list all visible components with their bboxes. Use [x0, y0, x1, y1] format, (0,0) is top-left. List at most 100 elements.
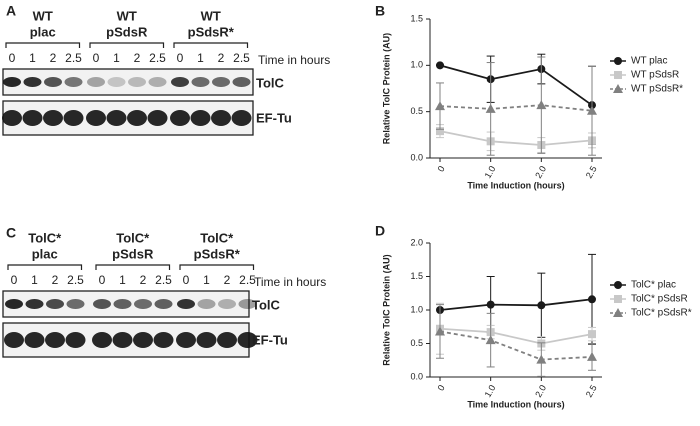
y-tick-label: 0.5	[410, 338, 423, 348]
band	[133, 332, 153, 348]
lane-label: 2	[50, 51, 57, 65]
lane-label: 1	[197, 51, 204, 65]
lane-label: 2.5	[239, 273, 256, 287]
marker	[486, 300, 495, 309]
band	[23, 77, 42, 87]
band	[147, 110, 168, 126]
band	[2, 110, 22, 126]
marker	[588, 330, 596, 339]
marker	[614, 57, 622, 65]
marker	[614, 295, 622, 303]
lane-label: 0	[183, 273, 190, 287]
row-label: EF-Tu	[252, 332, 288, 347]
x-tick-label: 2.5	[584, 383, 599, 399]
group-title: TolC*	[116, 230, 150, 245]
band	[153, 332, 174, 348]
lane-label: 1	[113, 51, 120, 65]
legend-label: WT pSdsR	[631, 70, 679, 81]
band	[196, 332, 217, 348]
y-tick-label: 0.0	[410, 371, 423, 381]
row-label: TolC	[256, 75, 285, 90]
lane-label: 2	[140, 273, 147, 287]
band	[4, 332, 24, 348]
y-tick-label: 1.0	[410, 304, 423, 314]
band	[176, 332, 196, 348]
x-tick-label: 0	[436, 383, 447, 392]
group-title: plac	[32, 246, 58, 261]
marker	[613, 84, 623, 93]
marker	[587, 105, 597, 115]
band	[197, 299, 216, 309]
lane-label: 2	[134, 51, 141, 65]
band	[134, 299, 152, 309]
group-title: pSdsR*	[194, 246, 241, 261]
group-title: TolC*	[28, 230, 62, 245]
time-label: Time in hours	[258, 53, 330, 67]
lane-label: 2.5	[233, 51, 250, 65]
band	[86, 110, 106, 126]
y-tick-label: 0.5	[410, 106, 423, 116]
bracket	[89, 42, 165, 48]
marker	[435, 326, 445, 336]
lane-label: 1	[31, 273, 38, 287]
panel-label: B	[375, 3, 385, 19]
lane-label: 2.5	[155, 273, 172, 287]
group-title: pSdsR	[106, 24, 148, 39]
band	[87, 77, 105, 87]
band	[238, 299, 257, 309]
x-tick-label: 2.0	[533, 164, 548, 180]
marker	[436, 127, 444, 136]
band	[191, 77, 210, 87]
lane-label: 2	[218, 51, 225, 65]
row-label: EF-Tu	[256, 110, 292, 125]
series-line	[439, 327, 593, 345]
marker	[588, 295, 596, 304]
x-tick-label: 2.0	[533, 383, 548, 399]
marker	[485, 335, 496, 345]
lane-label: 0	[93, 51, 100, 65]
lane-label: 1	[29, 51, 36, 65]
lane-label: 2	[52, 273, 59, 287]
lane-label: 0	[177, 51, 184, 65]
group-title: pSdsR	[112, 246, 154, 261]
band	[212, 77, 230, 87]
bracket	[5, 42, 81, 48]
group-title: TolC*	[200, 230, 234, 245]
lane-label: 0	[9, 51, 16, 65]
band	[24, 332, 45, 348]
panel-label: C	[6, 225, 16, 241]
series-line	[439, 104, 593, 112]
band	[22, 110, 43, 126]
time-label: Time in hours	[254, 275, 326, 289]
x-axis-title: Time Induction (hours)	[467, 399, 564, 409]
band	[63, 110, 84, 126]
band	[107, 77, 126, 87]
x-tick-label: 1.0	[483, 383, 498, 399]
band	[128, 77, 146, 87]
band	[93, 299, 111, 309]
x-axis-title: Time Induction (hours)	[467, 180, 564, 190]
bracket	[7, 264, 83, 270]
band	[106, 110, 127, 126]
band	[65, 332, 86, 348]
legend-label: WT pSdsR*	[631, 84, 683, 95]
group-title: WT	[117, 8, 137, 23]
band	[217, 332, 237, 348]
band	[170, 110, 190, 126]
band	[112, 332, 133, 348]
bracket	[95, 264, 171, 270]
x-tick-label: 0	[436, 164, 447, 173]
legend-label: TolC* pSdsR	[631, 294, 688, 305]
group-title: pSdsR*	[188, 24, 235, 39]
band	[46, 299, 64, 309]
band	[231, 110, 252, 126]
y-tick-label: 1.0	[410, 60, 423, 70]
group-title: plac	[30, 24, 56, 39]
band	[5, 299, 23, 309]
band	[45, 332, 65, 348]
marker	[614, 281, 622, 289]
band	[237, 332, 258, 348]
marker	[537, 301, 546, 310]
marker	[436, 61, 444, 70]
band	[44, 77, 62, 87]
